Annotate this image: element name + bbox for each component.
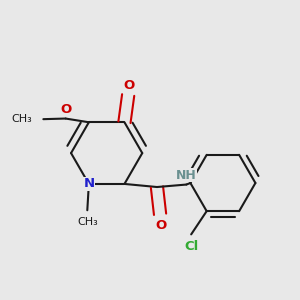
Text: O: O — [155, 219, 166, 232]
Text: NH: NH — [176, 169, 197, 182]
Text: CH₃: CH₃ — [12, 114, 32, 124]
Text: O: O — [60, 103, 71, 116]
Text: N: N — [83, 177, 94, 190]
Text: CH₃: CH₃ — [77, 217, 98, 227]
Text: O: O — [124, 79, 135, 92]
Text: Cl: Cl — [184, 240, 198, 253]
